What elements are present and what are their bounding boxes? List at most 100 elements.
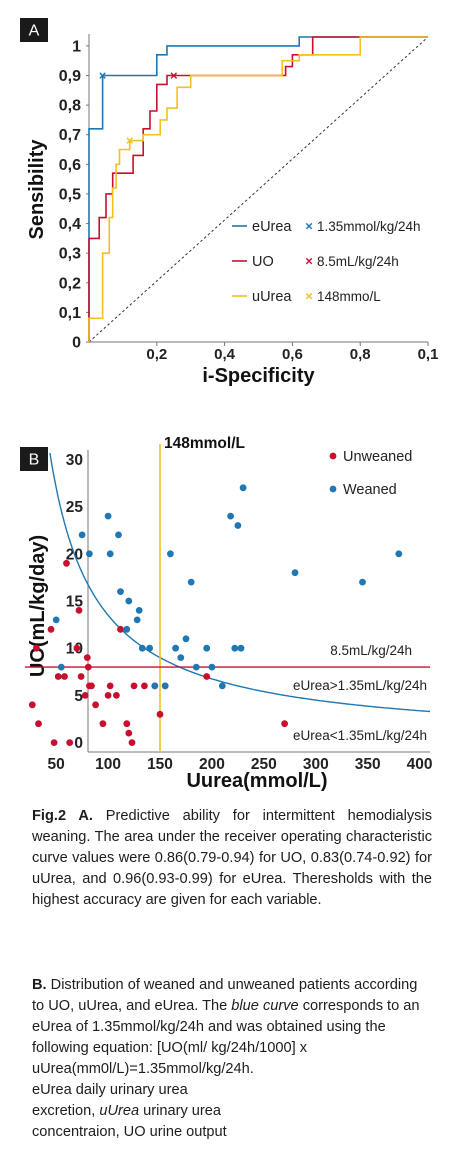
caption-b-text2: corresponds to an eUrea of 1.35mmol/kg/2… <box>32 998 420 1077</box>
reference-diagonal <box>88 36 429 343</box>
point-weaned <box>187 578 195 586</box>
point-weaned <box>208 663 216 671</box>
caption-a: Fig.2 A. Predictive ability for intermit… <box>32 806 432 911</box>
legend-threshold-eurea: 1.35mmol/kg/24h <box>317 219 421 234</box>
x-tick-label: 150 <box>147 756 173 773</box>
point-weaned <box>291 569 299 577</box>
point-weaned <box>117 588 124 595</box>
point-unweaned <box>63 559 70 567</box>
scatter-chart: B 05101520253050100150200250300350400Uur… <box>20 435 433 792</box>
point-unweaned <box>141 682 148 690</box>
point-unweaned <box>33 644 40 652</box>
x-tick-label: 0,4 <box>214 346 236 363</box>
point-unweaned <box>117 625 124 633</box>
y-tick-label: 1 <box>72 38 81 55</box>
point-unweaned <box>66 739 74 746</box>
point-unweaned <box>130 682 138 690</box>
legend-label-eurea: eUrea <box>252 219 292 235</box>
point-weaned <box>172 644 180 652</box>
x-tick-label: 50 <box>48 756 65 773</box>
point-weaned <box>104 512 112 520</box>
point-unweaned <box>123 720 131 728</box>
point-weaned <box>138 644 146 652</box>
legend-label-uo: UO <box>252 254 274 270</box>
point-weaned <box>125 597 133 605</box>
panel-b-badge <box>20 447 48 471</box>
legend-threshold-uo: 8.5mL/kg/24h <box>317 254 399 269</box>
point-weaned <box>218 682 226 690</box>
x-axis-label: i-Specificity <box>202 365 315 387</box>
caption-a-label: Fig.2 A. <box>32 808 93 824</box>
point-weaned <box>115 531 122 539</box>
point-weaned <box>123 625 131 633</box>
threshold-marker-uurea: × <box>126 133 134 148</box>
point-unweaned <box>156 710 164 718</box>
point-weaned <box>227 512 235 520</box>
point-unweaned <box>47 625 55 633</box>
point-unweaned <box>83 654 91 661</box>
point-unweaned <box>81 692 89 699</box>
point-weaned <box>177 654 185 661</box>
caption-b-text4: urinary urea concentraion, UO urine outp… <box>32 1103 227 1140</box>
point-unweaned <box>61 673 68 680</box>
x-tick-label: 100 <box>95 756 121 773</box>
x-tick-label: 0,1 <box>418 346 439 363</box>
point-unweaned <box>113 692 120 699</box>
point-unweaned <box>128 739 136 746</box>
point-unweaned <box>203 673 211 680</box>
point-weaned <box>151 682 159 690</box>
point-unweaned <box>35 720 42 728</box>
point-unweaned <box>88 682 95 690</box>
y-tick-label: 15 <box>66 594 84 611</box>
legend-marker-uo: × <box>305 254 313 269</box>
point-weaned <box>192 663 200 671</box>
point-weaned <box>239 484 247 492</box>
y-tick-label: 0,1 <box>59 305 81 322</box>
x-tick-label: 350 <box>355 756 381 773</box>
point-weaned <box>182 635 190 643</box>
y-tick-label: 25 <box>66 499 84 516</box>
point-weaned <box>359 578 366 586</box>
x-tick-label: 300 <box>303 756 329 773</box>
point-weaned <box>106 550 114 558</box>
point-weaned <box>52 616 60 624</box>
y-tick-label: 0,7 <box>59 127 81 144</box>
point-unweaned <box>125 729 133 737</box>
point-unweaned <box>50 739 58 746</box>
x-axis-label: Uurea(mmol/L) <box>186 770 327 792</box>
y-tick-label: 0,9 <box>59 68 81 85</box>
point-unweaned <box>281 720 288 728</box>
legend-label-uurea: uUrea <box>252 289 292 305</box>
caption-b-text1: Distribution of weaned and unweaned pati… <box>32 977 418 1014</box>
point-unweaned <box>104 692 112 699</box>
legend-label-weaned: Weaned <box>343 482 397 498</box>
x-tick-label: 400 <box>407 756 433 773</box>
x-tick-label: 0,6 <box>282 346 303 363</box>
y-tick-label: 0,3 <box>59 246 81 263</box>
legend-threshold-uurea: 148mmo/L <box>317 289 381 304</box>
point-unweaned <box>75 607 83 614</box>
y-tick-label: 0,4 <box>59 216 81 233</box>
caption-b-text3: eUrea daily urinary urea excretion, <box>32 1082 188 1119</box>
uo-threshold-label: 8.5mL/kg/24h <box>330 643 412 658</box>
point-weaned <box>161 682 169 690</box>
y-axis-label: Sensibility <box>26 139 48 240</box>
point-weaned <box>135 607 143 614</box>
caption-b-italic1: blue curve <box>231 998 299 1014</box>
point-weaned <box>237 644 245 652</box>
point-unweaned <box>99 720 107 728</box>
x-tick-label: 250 <box>251 756 277 773</box>
legend-label-unweaned: Unweaned <box>343 449 412 465</box>
point-weaned <box>86 550 93 558</box>
legend-marker-eurea: × <box>305 219 313 234</box>
caption-b-abbrev: eUrea daily urinary urea excretion, uUre… <box>32 1080 247 1143</box>
scatter-plot: 148mmol/L 8.5mL/kg/24h eUrea>1.35mL/kg/24h… <box>25 435 431 752</box>
panel-a-letter: A <box>29 23 40 40</box>
roc-curves: × × × <box>88 36 428 342</box>
x-tick-label: 0,2 <box>146 346 167 363</box>
point-unweaned <box>54 673 62 680</box>
point-weaned <box>395 550 403 558</box>
legend-marker-uurea: × <box>305 289 313 304</box>
y-tick-label: 0 <box>72 335 81 352</box>
roc-curve-eurea <box>88 36 428 342</box>
